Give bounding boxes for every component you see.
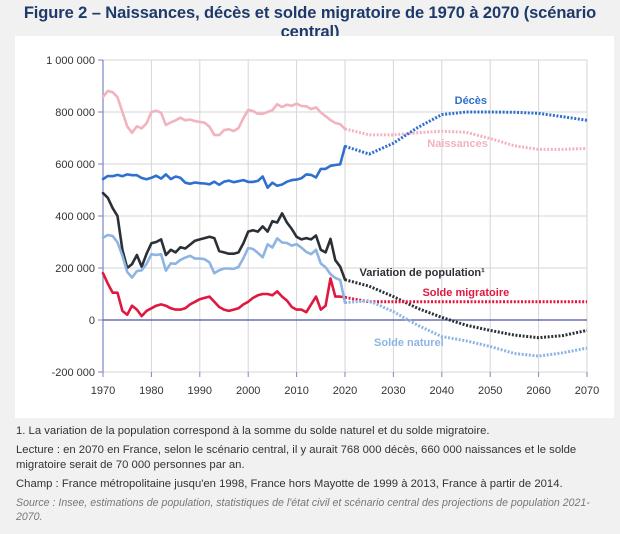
series-d-c-s-observed [101,145,347,189]
series-variation-de-population-observed [101,191,347,281]
x-tick-label: 2070 [575,385,599,397]
source-note: Source : Insee, estimations de populatio… [16,497,590,523]
y-tick-label: 0 [89,315,95,327]
series-naissances-projection [344,127,588,151]
footnote: 1. La variation de la population corresp… [16,425,490,437]
x-tick-label: 2050 [478,385,502,397]
series-d-c-s-projection [344,110,588,156]
champ-note: Champ : France métropolitaine jusqu'en 1… [16,478,563,490]
x-tick-label: 1990 [188,385,212,397]
x-tick-label: 1980 [139,385,163,397]
axes: 1 000 000 800 000 600 000 400 000 200 000 0 -2… [46,55,599,397]
label-d-c-s: Décès [455,95,487,107]
chart-panel: 1 000 000 800 000 600 000 400 000 200 000 0 -2… [15,36,614,418]
line-chart: 1 000 000 800 000 600 000 400 000 200 000 0 -2… [46,55,599,397]
label-naissances: Naissances [427,138,488,150]
chart-notes: 1. La variation de la population corresp… [16,424,612,528]
x-tick-label: 2000 [236,385,260,397]
y-tick-label: 1 000 000 [46,55,95,67]
y-tick-label: 800 000 [55,107,95,119]
y-tick-label: 200 000 [55,263,95,275]
grid-lines [103,59,588,373]
series-solde-migratoire-projection [344,295,587,304]
series-solde-naturel-observed [101,233,347,304]
x-tick-label: 2060 [526,385,550,397]
x-tick-label: 2040 [430,385,454,397]
x-tick-label: 2020 [333,385,357,397]
y-tick-label: 600 000 [55,159,95,171]
y-tick-label: -200 000 [52,367,95,379]
series-solde-naturel-projection [344,299,588,358]
series-lines [101,89,588,358]
series-naissances-observed [101,89,347,137]
label-variation-de-population: Variation de population¹ [360,267,486,279]
label-solde-migratoire: Solde migratoire [422,287,509,299]
lecture-note: Lecture : en 2070 en France, selon le sc… [16,444,577,471]
series-labels: Naissances Décès Variation de population¹ S… [360,95,510,349]
x-tick-label: 2030 [381,385,405,397]
y-tick-label: 400 000 [55,211,95,223]
x-tick-label: 1970 [91,385,115,397]
x-tick-label: 2010 [284,385,308,397]
series-solde-migratoire-observed [101,271,347,318]
label-solde-naturel: Solde naturel [374,337,444,349]
